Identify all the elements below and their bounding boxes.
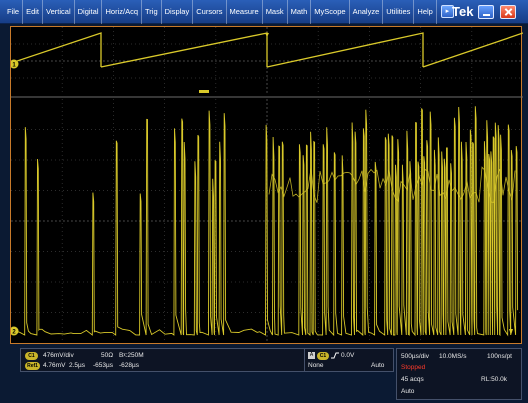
waveform-svg: 12	[11, 27, 523, 343]
channel-1-marker: 1	[11, 59, 19, 69]
menu-digital[interactable]: Digital	[75, 0, 103, 24]
menu-bar: File Edit Vertical Digital Horiz/Acq Tri…	[0, 0, 528, 24]
close-button[interactable]	[500, 5, 516, 19]
trigger-source-box: A	[308, 352, 315, 359]
menu-analyze[interactable]: Analyze	[350, 0, 384, 24]
ch1-badge[interactable]: C1	[25, 352, 38, 360]
zoom-noise-band-trace	[268, 166, 516, 203]
ref1-position-2: -628µs	[119, 362, 140, 369]
status-bar: C1 476mV/div 50Ω Bᵡ:250M Ref1 4.76mV 2.5…	[0, 346, 528, 403]
trigger-readout-panel[interactable]: A C1 0.0V None Auto	[304, 348, 394, 372]
menu-myscope[interactable]: MyScope	[311, 0, 350, 24]
zoom-end-marker	[509, 329, 513, 335]
trigger-position-marker	[265, 33, 269, 37]
menu-utilities[interactable]: Utilities	[383, 0, 415, 24]
zoom-window-marker	[199, 90, 209, 93]
resolution: 100ns/pt	[487, 353, 512, 360]
ch1-bandwidth: Bᵡ:250M	[119, 352, 144, 359]
trigger-mode: Auto	[371, 362, 385, 369]
menu-display[interactable]: Display	[162, 0, 194, 24]
menu-horiz-acq[interactable]: Horiz/Acq	[102, 0, 142, 24]
acquisition-count: 45 acqs	[401, 376, 424, 383]
trigger-mode-status: Auto	[401, 388, 415, 395]
menu-edit[interactable]: Edit	[23, 0, 44, 24]
sample-rate: 10.0MS/s	[439, 353, 467, 360]
channel-2-marker: 2	[11, 326, 19, 336]
svg-text:1: 1	[12, 63, 16, 69]
timebase: 500µs/div	[401, 353, 429, 360]
acquisition-readout-panel[interactable]: 500µs/div 10.0MS/s 100ns/pt Stopped 45 a…	[396, 348, 522, 400]
trigger-level: 0.0V	[341, 352, 355, 359]
menu-vertical[interactable]: Vertical	[43, 0, 75, 24]
zoom-pulse-trace	[16, 106, 519, 337]
overview-sawtooth-trace	[11, 32, 523, 68]
menu-trig[interactable]: Trig	[142, 0, 162, 24]
menu-math[interactable]: Math	[288, 0, 312, 24]
ch1-scale: 476mV/div	[43, 352, 74, 359]
brand-logo: Tek	[452, 4, 474, 19]
ref1-time: 2.5µs	[69, 362, 86, 369]
menu-mask[interactable]: Mask	[263, 0, 288, 24]
ch1-impedance: 50Ω	[101, 352, 114, 359]
acquisition-state: Stopped	[401, 364, 426, 371]
menu-help[interactable]: Help	[414, 0, 437, 24]
svg-text:2: 2	[12, 330, 16, 336]
trigger-source-badge: C1	[317, 352, 329, 360]
menu-measure[interactable]: Measure	[227, 0, 263, 24]
rising-edge-icon	[331, 352, 339, 359]
minimize-button[interactable]	[478, 5, 494, 19]
ref1-scale: 4.76mV	[43, 362, 66, 369]
trigger-coupling: None	[308, 362, 324, 369]
ref1-position-1: -653µs	[93, 362, 114, 369]
dropdown-arrow-icon[interactable]: ▸	[440, 5, 454, 18]
ref1-badge[interactable]: Ref1	[25, 362, 40, 370]
record-length: RL:50.0k	[481, 376, 508, 383]
menu-file[interactable]: File	[4, 0, 24, 24]
menu-cursors[interactable]: Cursors	[193, 0, 227, 24]
